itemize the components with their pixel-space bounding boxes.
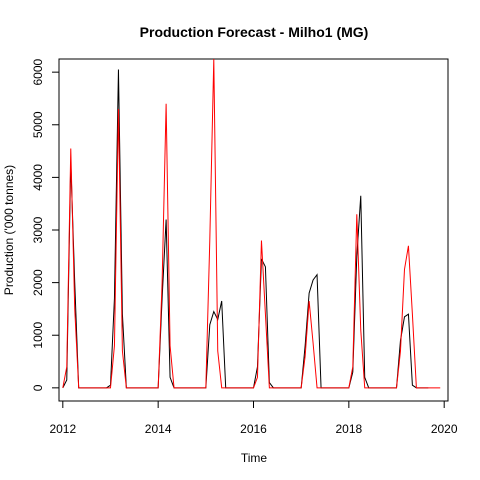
y-tick-label-4: 4000 — [31, 164, 45, 191]
y-tick-label-5: 5000 — [31, 111, 45, 138]
x-tick-label-4: 2020 — [431, 422, 458, 436]
y-tick-label-1: 1000 — [31, 322, 45, 349]
x-tick-label-0: 2012 — [49, 422, 76, 436]
chart-title: Production Forecast - Milho1 (MG) — [140, 24, 369, 40]
series-layer — [63, 59, 440, 388]
y-axis: 0 1000 2000 3000 4000 5000 6000 — [31, 58, 59, 391]
x-tick-label-3: 2018 — [335, 422, 362, 436]
x-tick-label-1: 2014 — [145, 422, 172, 436]
series-line-0 — [63, 70, 429, 388]
x-axis-label: Time — [241, 451, 268, 465]
y-tick-label-6: 6000 — [31, 58, 45, 85]
y-axis-label: Production ('000 tonnes) — [2, 165, 16, 295]
y-tick-label-0: 0 — [31, 384, 45, 391]
x-axis: 2012 2014 2016 2018 2020 — [49, 401, 457, 436]
y-tick-label-2: 2000 — [31, 269, 45, 296]
y-tick-label-3: 3000 — [31, 216, 45, 243]
x-tick-label-2: 2016 — [240, 422, 267, 436]
